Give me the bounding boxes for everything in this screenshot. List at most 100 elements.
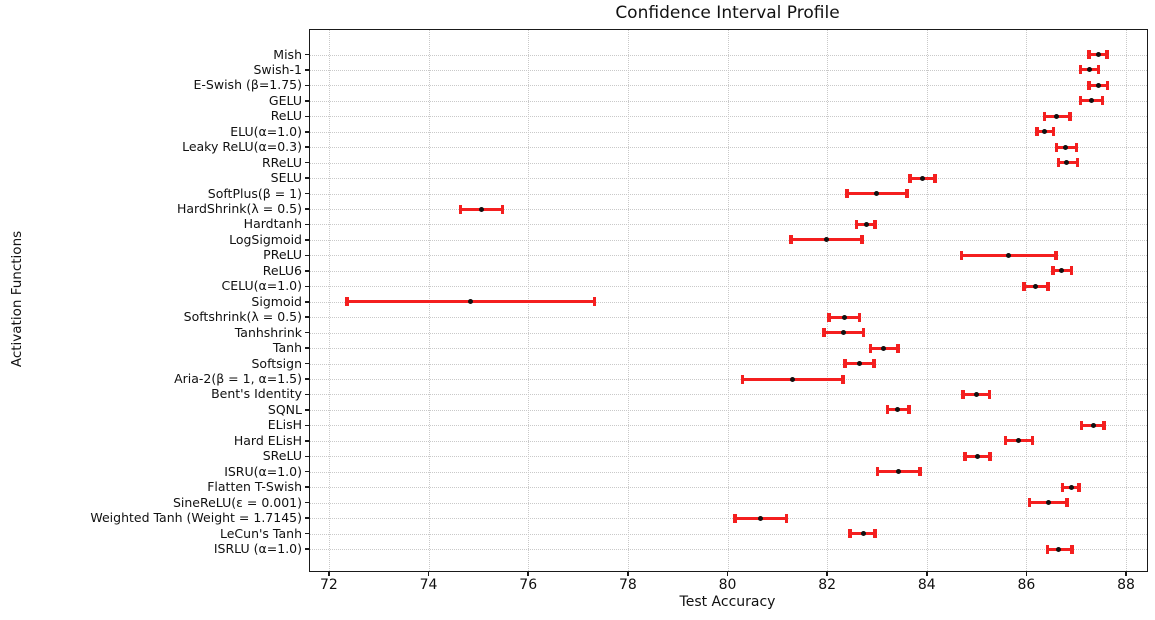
error-bar-cap-right xyxy=(500,204,505,214)
category-label: LeCun's Tanh xyxy=(219,525,302,541)
error-bar-cap-left xyxy=(1042,111,1047,121)
category-label: Tanh xyxy=(272,340,302,356)
error-bar-cap-left xyxy=(868,343,873,353)
row-gridline xyxy=(310,549,1147,550)
error-bar-cap-right xyxy=(1074,142,1078,152)
mean-marker xyxy=(841,314,847,320)
category-label: PReLU xyxy=(263,247,302,263)
row-gridline xyxy=(310,100,1147,102)
y-tick xyxy=(305,470,309,473)
error-bar-cap-left xyxy=(963,451,967,461)
category-label: RReLU xyxy=(262,154,302,170)
mean-marker xyxy=(1045,500,1051,506)
chart-title: Confidence Interval Profile xyxy=(615,3,840,23)
error-bar-cap-right xyxy=(1030,436,1035,446)
error-bar-cap-right xyxy=(784,513,789,523)
row-gridline xyxy=(310,224,1147,226)
error-bar-cap-left xyxy=(845,189,849,199)
row-gridline xyxy=(310,209,1147,211)
y-tick xyxy=(305,301,309,303)
error-bar-cap-right xyxy=(1075,158,1079,168)
category-label: Tanhshrink xyxy=(234,324,302,340)
error-bar-cap-right xyxy=(873,529,877,539)
x-tick-label: 84 xyxy=(917,577,936,593)
category-label: ELisH xyxy=(267,417,302,433)
row-gridline xyxy=(310,456,1147,458)
row-gridline xyxy=(310,301,1147,303)
error-bar-cap-left xyxy=(1087,80,1091,90)
y-tick xyxy=(305,239,309,241)
error-bar-cap-left xyxy=(1054,142,1059,152)
error-bar-cap-right xyxy=(592,297,597,307)
row-gridline xyxy=(310,487,1147,489)
mean-marker xyxy=(1054,113,1060,119)
y-tick xyxy=(305,161,309,164)
row-gridline xyxy=(310,147,1147,149)
category-label: Mish xyxy=(273,46,302,62)
y-tick xyxy=(305,393,309,396)
mean-marker xyxy=(1087,67,1093,73)
mean-marker xyxy=(874,191,880,197)
mean-marker xyxy=(1069,484,1075,490)
error-bar-cap-right xyxy=(1068,111,1072,121)
y-tick xyxy=(305,254,309,257)
row-gridline xyxy=(310,193,1147,195)
y-tick xyxy=(305,131,309,133)
y-tick xyxy=(305,455,309,458)
mean-marker xyxy=(919,175,925,181)
mean-marker xyxy=(467,299,473,305)
y-tick xyxy=(305,331,309,334)
category-label: Hardtanh xyxy=(243,216,302,232)
error-bar-cap-right xyxy=(1054,250,1058,260)
error-bar-cap-right xyxy=(873,219,877,229)
category-label: GELU xyxy=(268,92,302,108)
category-label: SELU xyxy=(270,170,302,186)
error-bar-cap-left xyxy=(1087,50,1091,59)
row-gridline xyxy=(310,239,1147,241)
x-tick-label: 80 xyxy=(718,577,737,593)
category-label: Swish-1 xyxy=(253,61,302,77)
error-bar-cap-right xyxy=(933,173,937,183)
y-tick xyxy=(305,84,309,87)
error-bar-cap-right xyxy=(1070,544,1074,554)
row-gridline xyxy=(310,162,1147,164)
x-tick xyxy=(527,572,529,576)
category-label: ReLU6 xyxy=(262,262,302,278)
mean-marker xyxy=(1089,98,1095,104)
x-tick-label: 76 xyxy=(519,577,538,593)
x-tick xyxy=(826,572,828,576)
row-gridline xyxy=(310,317,1147,319)
y-tick xyxy=(305,440,309,442)
category-label: LogSigmoid xyxy=(229,231,302,247)
row-gridline xyxy=(310,363,1147,365)
category-label: Leaky ReLU(α=0.3) xyxy=(182,139,302,155)
mean-marker xyxy=(881,345,887,351)
x-gridline xyxy=(926,30,928,571)
row-gridline xyxy=(310,116,1147,118)
error-bar-cap-right xyxy=(1102,420,1106,430)
mean-marker xyxy=(823,237,829,243)
category-label: Softshrink(λ = 0.5) xyxy=(183,309,302,325)
error-bar-cap-right xyxy=(987,389,992,399)
error-bar-cap-left xyxy=(345,297,349,307)
x-tick-label: 88 xyxy=(1117,577,1135,593)
x-gridline xyxy=(627,30,629,571)
x-tick-label: 78 xyxy=(618,577,637,593)
row-gridline xyxy=(310,471,1147,473)
y-tick xyxy=(305,517,309,519)
error-bar-cap-left xyxy=(1003,436,1008,446)
y-tick xyxy=(305,69,309,71)
x-tick xyxy=(926,572,928,576)
x-tick-label: 74 xyxy=(419,577,438,593)
y-tick xyxy=(305,177,309,179)
error-bar-cap-right xyxy=(1100,96,1105,106)
x-tick-label: 72 xyxy=(320,577,338,593)
error-bar-cap-right xyxy=(872,359,876,369)
category-label: CELU(α=1.0) xyxy=(221,278,302,294)
x-tick xyxy=(726,572,729,576)
row-gridline xyxy=(310,332,1147,334)
x-axis-title: Test Accuracy xyxy=(679,594,776,610)
y-tick xyxy=(305,486,309,488)
error-bar-cap-left xyxy=(961,389,965,399)
